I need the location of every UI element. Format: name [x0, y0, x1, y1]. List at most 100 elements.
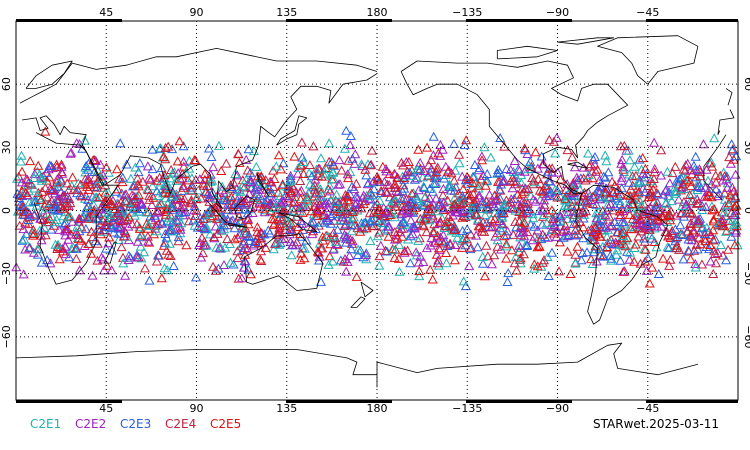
observation-marker: [291, 237, 302, 247]
observation-marker: [485, 152, 496, 162]
observation-marker: [38, 208, 49, 218]
observation-marker: [312, 206, 323, 216]
observation-marker: [667, 168, 678, 178]
observation-marker: [561, 184, 572, 194]
observation-marker: [64, 252, 75, 262]
observation-marker: [278, 158, 289, 168]
observation-marker: [147, 144, 158, 154]
observation-marker: [365, 160, 376, 170]
observation-marker: [495, 193, 506, 203]
observation-marker: [675, 185, 686, 195]
observation-marker: [330, 232, 341, 242]
observation-marker: [305, 217, 317, 227]
observation-marker: [454, 149, 465, 159]
observation-marker: [396, 206, 407, 216]
observation-marker: [310, 188, 321, 198]
observation-marker: [120, 270, 131, 280]
observation-marker: [225, 257, 236, 267]
observation-marker: [83, 211, 95, 221]
observation-marker: [509, 155, 520, 165]
observation-marker: [57, 168, 68, 178]
observation-marker: [671, 176, 682, 186]
lon-tick-label-top: 45: [99, 6, 113, 19]
observation-marker: [670, 224, 681, 234]
lon-tick-label-bottom: 45: [99, 402, 113, 415]
observation-marker: [555, 191, 566, 201]
coastline-path: [350, 296, 366, 308]
observation-marker: [29, 172, 40, 182]
observation-marker: [134, 158, 145, 168]
observation-marker: [399, 183, 410, 193]
observation-marker: [314, 238, 325, 248]
observation-marker: [151, 175, 162, 185]
observation-marker: [350, 199, 361, 209]
observation-marker: [514, 240, 525, 250]
observation-marker: [62, 191, 73, 201]
observation-marker: [719, 194, 730, 204]
observation-marker: [425, 264, 436, 274]
observation-marker: [165, 201, 176, 211]
observation-marker: [481, 196, 492, 206]
observation-marker: [426, 154, 437, 165]
observation-marker: [528, 194, 539, 204]
observation-marker: [190, 272, 202, 282]
observation-marker: [311, 164, 322, 174]
observation-marker: [175, 174, 186, 184]
observation-marker: [379, 212, 390, 222]
observation-marker: [35, 213, 46, 223]
observation-marker: [172, 156, 183, 166]
observation-marker: [178, 156, 189, 166]
observation-marker: [71, 138, 82, 148]
observation-marker: [117, 172, 128, 182]
observation-marker: [126, 207, 137, 217]
observation-marker: [492, 241, 503, 251]
observation-marker: [576, 255, 587, 265]
observation-marker: [54, 194, 65, 204]
observation-marker: [600, 150, 611, 160]
observation-marker: [201, 180, 213, 191]
observation-marker: [470, 201, 481, 211]
observation-marker: [32, 244, 43, 254]
observation-marker: [583, 148, 594, 158]
observation-marker: [17, 209, 29, 219]
observation-marker: [352, 192, 363, 202]
observation-marker: [722, 182, 733, 192]
observation-marker: [117, 177, 128, 187]
observation-marker: [114, 174, 125, 184]
observation-marker: [622, 246, 633, 256]
observation-marker: [590, 221, 601, 231]
observation-marker: [129, 210, 140, 220]
observation-marker: [83, 164, 94, 174]
observation-marker: [134, 223, 145, 233]
observation-marker: [724, 152, 735, 162]
observation-marker: [306, 171, 317, 181]
observation-marker: [240, 242, 251, 252]
observation-marker: [685, 165, 696, 175]
observation-marker: [469, 159, 480, 169]
coastline-path: [400, 60, 629, 195]
observation-marker: [413, 257, 424, 267]
observation-marker: [204, 192, 215, 202]
observation-marker: [397, 217, 408, 227]
observation-marker: [527, 235, 538, 245]
observation-marker: [703, 190, 715, 200]
observation-marker: [723, 244, 734, 254]
observation-marker: [132, 236, 143, 246]
observation-marker: [265, 188, 276, 198]
observation-marker: [636, 200, 647, 210]
observation-marker: [510, 205, 521, 215]
observation-marker: [242, 165, 253, 175]
observation-marker: [548, 136, 559, 146]
observation-marker: [587, 258, 598, 268]
observation-marker: [156, 163, 167, 173]
lat-tick-label-left: 30: [0, 140, 13, 154]
observation-marker: [226, 192, 237, 202]
observation-marker: [493, 215, 505, 225]
observation-marker: [87, 270, 98, 280]
observation-marker: [689, 245, 700, 255]
frame-bar: [16, 400, 122, 403]
observation-marker: [213, 203, 224, 213]
observation-marker: [164, 238, 175, 248]
observation-marker: [198, 178, 209, 188]
observation-marker: [27, 230, 39, 240]
